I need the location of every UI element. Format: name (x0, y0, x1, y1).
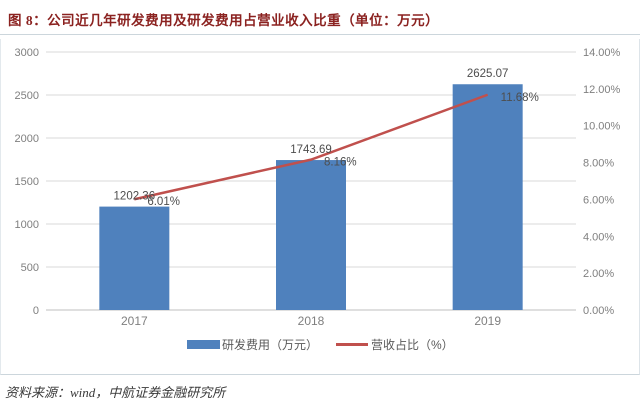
left-axis-tick: 500 (21, 262, 39, 274)
figure-title-row: 图 8：公司近几年研发费用及研发费用占营业收入比重（单位：万元） (0, 0, 640, 35)
left-axis-tick: 1000 (15, 219, 39, 231)
legend-label-bar: 研发费用（万元） (222, 337, 318, 352)
bar-2018 (276, 160, 346, 310)
right-axis-tick: 8.00% (583, 158, 614, 170)
left-axis-tick: 2500 (15, 90, 39, 102)
right-axis-tick: 0.00% (583, 305, 614, 317)
right-axis-tick: 2.00% (583, 268, 614, 280)
legend-label-line: 营收占比（%） (371, 337, 454, 352)
bar-value-label: 2625.07 (467, 68, 509, 80)
chart-svg: 0 500 1000 1500 2000 2500 3000 0.00% 2.00% 4.00% 6… (15, 47, 621, 352)
bar-2017 (99, 206, 170, 310)
left-axis-tick: 0 (33, 305, 39, 317)
bar-2019 (452, 84, 523, 310)
line-value-label: 8.16% (324, 157, 357, 169)
right-axis-tick: 12.00% (583, 84, 621, 96)
x-axis-label-2018: 2018 (298, 314, 325, 328)
bar-value-label: 1743.69 (290, 144, 332, 156)
left-axis-tick: 1500 (15, 176, 39, 188)
right-axis-tick: 10.00% (583, 121, 621, 133)
x-axis-label-2017: 2017 (121, 314, 148, 328)
right-axis-tick: 6.00% (583, 194, 614, 206)
figure-title: 图 8：公司近几年研发费用及研发费用占营业收入比重（单位：万元） (8, 13, 440, 28)
line-value-label: 6.01% (147, 196, 180, 208)
line-value-label: 11.68% (501, 92, 539, 104)
source-note: 资料来源：wind，中航证券金融研究所 (5, 385, 226, 400)
x-axis-label-2019: 2019 (474, 314, 501, 328)
source-row: 资料来源：wind，中航证券金融研究所 (0, 375, 640, 402)
legend-swatch-bar-icon (187, 340, 220, 349)
left-axis-tick: 2000 (15, 133, 39, 145)
chart-section: 0 500 1000 1500 2000 2500 3000 0.00% 2.00% 4.00% 6… (0, 39, 640, 375)
right-axis-tick: 4.00% (583, 231, 614, 243)
line-series (134, 93, 489, 201)
left-axis-tick: 3000 (15, 47, 39, 59)
bar-value-label: 1202.36 (114, 191, 156, 203)
right-axis-tick: 14.00% (583, 47, 621, 59)
